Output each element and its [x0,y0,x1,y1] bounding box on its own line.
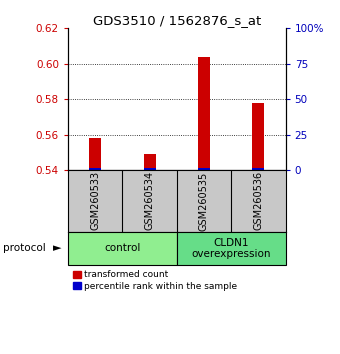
Bar [198,168,210,170]
Text: control: control [104,244,140,253]
Bar [143,168,156,170]
Bar [68,232,177,265]
Bar [89,138,101,170]
Bar [89,168,101,170]
Text: GSM260533: GSM260533 [90,171,100,230]
Text: CLDN1
overexpression: CLDN1 overexpression [191,238,271,259]
Bar [198,57,210,170]
Legend: transformed count, percentile rank within the sample: transformed count, percentile rank withi… [72,270,238,292]
Bar [252,103,265,170]
Text: protocol: protocol [3,244,46,253]
Bar [252,168,265,170]
Text: GSM260536: GSM260536 [253,171,264,230]
Text: GSM260535: GSM260535 [199,171,209,230]
Text: ►: ► [53,244,61,253]
Title: GDS3510 / 1562876_s_at: GDS3510 / 1562876_s_at [93,14,261,27]
Bar [143,154,156,170]
Text: GSM260534: GSM260534 [144,171,155,230]
Bar [177,232,286,265]
